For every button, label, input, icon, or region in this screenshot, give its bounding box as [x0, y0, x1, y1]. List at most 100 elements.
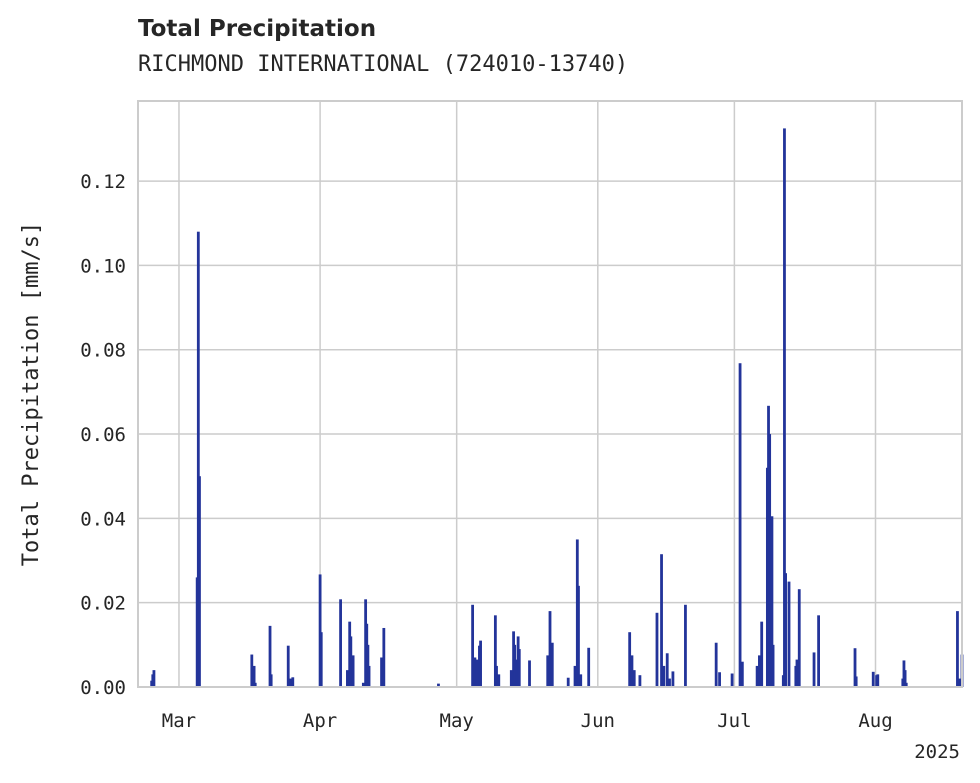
- precip-bar: [904, 682, 908, 687]
- precip-bar: [475, 659, 479, 687]
- precip-bar: [638, 675, 642, 687]
- precip-bar: [771, 644, 775, 687]
- bar-series: [150, 128, 964, 687]
- precip-bar: [437, 683, 440, 687]
- precip-bar: [566, 677, 570, 687]
- year-label: 2025: [914, 741, 960, 763]
- precip-bar: [367, 665, 371, 687]
- precip-bar: [817, 615, 820, 687]
- precip-bar: [630, 655, 634, 687]
- grid: [138, 101, 962, 688]
- precip-bar: [380, 657, 383, 687]
- y-axis: 0.00 0.02 0.04 0.06 0.08 0.10 0.12: [80, 171, 126, 699]
- precip-bar: [714, 642, 718, 687]
- precip-bar: [738, 363, 742, 687]
- y-axis-label: Total Precipitation [mm/s]: [19, 222, 44, 566]
- precip-bar: [853, 648, 857, 687]
- precip-bar: [684, 604, 687, 687]
- precip-bar: [361, 682, 365, 687]
- x-tick-label: Jul: [717, 710, 751, 732]
- precip-bar: [252, 665, 256, 687]
- precip-bar: [655, 612, 659, 687]
- x-axis: Mar Apr May Jun Jul Aug: [162, 710, 893, 732]
- precip-bar: [876, 674, 880, 687]
- precip-bar: [471, 604, 475, 687]
- precip-bar: [550, 642, 554, 687]
- precip-bar: [198, 476, 201, 687]
- precip-bar: [250, 654, 254, 687]
- y-tick-label: 0.00: [80, 677, 126, 699]
- precip-bar: [349, 636, 353, 687]
- precip-bar: [758, 655, 761, 687]
- x-tick-label: May: [440, 710, 474, 732]
- precip-bar: [783, 128, 786, 687]
- y-tick-label: 0.02: [80, 593, 126, 615]
- precip-bar: [903, 670, 907, 687]
- precip-bar: [718, 672, 721, 687]
- precip-bar: [956, 611, 959, 687]
- x-tick-label: Apr: [303, 710, 337, 732]
- precip-bar: [269, 674, 273, 687]
- precip-bar: [587, 647, 591, 687]
- precip-bar: [795, 659, 799, 687]
- chart-title: Total Precipitation: [138, 16, 377, 42]
- plot-frame: [137, 100, 963, 688]
- precip-bar: [958, 678, 962, 687]
- precip-bar: [660, 554, 663, 687]
- precip-bar: [319, 632, 323, 687]
- precip-bar: [351, 655, 355, 687]
- y-tick-label: 0.06: [80, 424, 126, 446]
- precip-bar: [871, 671, 875, 687]
- precip-bar: [768, 434, 772, 687]
- precip-bar: [339, 599, 342, 687]
- precip-bar: [497, 674, 501, 687]
- precip-bar: [196, 231, 200, 687]
- precip-bar: [784, 573, 787, 687]
- precip-bar: [493, 615, 497, 687]
- precip-bar: [662, 665, 666, 687]
- precip-bar: [770, 516, 774, 687]
- precip-bar: [509, 670, 513, 687]
- chart-subtitle: RICHMOND INTERNATIONAL (724010-13740): [138, 52, 629, 77]
- precip-bar: [760, 621, 764, 687]
- precip-bar: [517, 649, 521, 687]
- precip-bar: [671, 671, 675, 687]
- precip-bar: [854, 676, 858, 687]
- precip-bar: [797, 589, 801, 687]
- precip-bar: [289, 678, 292, 687]
- x-tick-label: Aug: [858, 710, 892, 732]
- precip-bar: [152, 670, 156, 687]
- precip-bar: [546, 655, 550, 687]
- precip-bar: [579, 674, 583, 687]
- precip-bar: [632, 670, 636, 687]
- precip-bar: [730, 673, 734, 687]
- precip-bar: [668, 678, 671, 687]
- precip-bar: [577, 585, 580, 687]
- precip-bar: [528, 660, 531, 687]
- precip-bar: [740, 661, 744, 687]
- precip-bar: [755, 665, 759, 687]
- precip-bar: [573, 665, 577, 687]
- precip-bar: [382, 627, 386, 687]
- y-tick-label: 0.08: [80, 340, 126, 362]
- precip-bar: [318, 574, 322, 687]
- y-tick-label: 0.12: [80, 171, 126, 193]
- x-tick-label: Mar: [162, 710, 196, 732]
- precip-bar: [479, 640, 482, 687]
- precip-bar: [787, 581, 791, 687]
- precip-bar: [291, 677, 295, 687]
- precip-bar: [253, 682, 257, 687]
- precip-bar: [346, 670, 349, 687]
- precip-bar: [473, 657, 477, 687]
- y-tick-label: 0.10: [80, 255, 126, 277]
- precip-bar: [812, 652, 816, 687]
- precip-bar: [268, 625, 272, 687]
- precip-bar: [286, 645, 290, 687]
- precip-bar: [495, 665, 498, 687]
- precip-bar: [628, 632, 632, 687]
- precip-bar: [665, 653, 669, 687]
- precip-bar: [548, 611, 552, 687]
- x-tick-label: Jun: [581, 710, 615, 732]
- precip-bar: [513, 644, 517, 687]
